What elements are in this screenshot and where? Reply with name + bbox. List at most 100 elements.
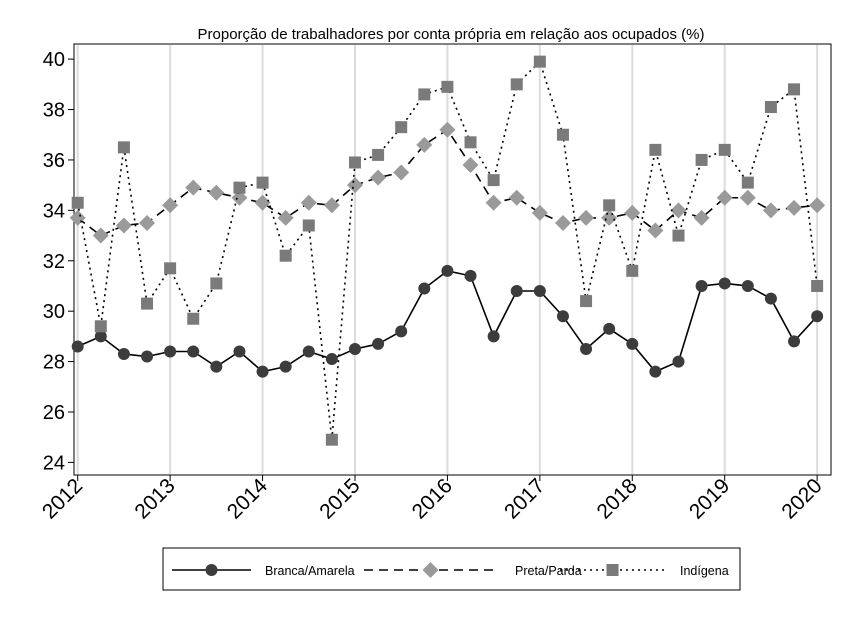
data-point-diamond <box>601 209 618 226</box>
data-point-square <box>210 277 223 290</box>
data-point-circle <box>210 360 223 373</box>
data-point-diamond <box>439 121 456 138</box>
y-tick-label: 24 <box>43 452 65 474</box>
data-point-square <box>418 88 431 101</box>
data-point-square <box>94 320 107 333</box>
data-point-square <box>811 279 824 292</box>
data-point-diamond <box>300 194 317 211</box>
data-point-square <box>533 55 546 68</box>
data-point-square <box>256 176 269 189</box>
legend-label: Indígena <box>680 564 729 578</box>
data-point-square <box>603 199 616 212</box>
y-tick-label: 38 <box>43 100 65 122</box>
data-point-circle <box>117 348 130 361</box>
data-point-diamond <box>508 189 525 206</box>
data-point-circle <box>811 310 824 323</box>
data-point-diamond <box>139 214 156 231</box>
legend-label: Branca/Amarela <box>265 564 355 578</box>
y-tick-label: 36 <box>43 150 65 172</box>
data-point-circle <box>348 342 361 355</box>
data-point-square <box>279 249 292 262</box>
series-ind-gena <box>71 55 824 446</box>
data-point-diamond <box>762 202 779 219</box>
data-point-square <box>141 297 154 310</box>
data-point-circle <box>256 365 269 378</box>
data-point-diamond <box>416 136 433 153</box>
data-point-square <box>718 143 731 156</box>
data-point-square <box>325 433 338 446</box>
data-point-square <box>695 153 708 166</box>
data-point-diamond <box>231 189 248 206</box>
data-point-circle <box>464 269 477 282</box>
data-point-square <box>788 83 801 96</box>
data-point-diamond <box>162 197 179 214</box>
data-point-square <box>764 101 777 114</box>
data-point-square <box>741 176 754 189</box>
data-point-circle <box>764 292 777 305</box>
data-point-circle <box>141 350 154 363</box>
data-point-square <box>164 262 177 275</box>
data-point-circle <box>187 345 200 358</box>
data-point-diamond <box>370 169 387 186</box>
data-point-circle <box>372 337 385 350</box>
data-point-circle <box>325 353 338 366</box>
data-point-diamond <box>462 156 479 173</box>
data-point-square <box>117 141 130 154</box>
data-point-circle <box>556 310 569 323</box>
data-point-square <box>302 219 315 232</box>
data-point-square <box>348 156 361 169</box>
data-point-diamond <box>647 222 664 239</box>
data-point-square <box>606 564 619 576</box>
gridlines <box>76 45 819 474</box>
y-tick-label: 32 <box>43 251 65 273</box>
legend: Branca/Amarela Preta/Parda Indígena <box>162 547 741 591</box>
data-point-diamond <box>422 562 439 578</box>
data-point-circle <box>533 285 546 298</box>
data-point-square <box>441 80 454 93</box>
data-point-circle <box>788 335 801 348</box>
data-point-square <box>510 78 523 91</box>
data-point-diamond <box>393 164 410 181</box>
data-point-diamond <box>554 214 571 231</box>
y-tick-label: 28 <box>43 352 65 374</box>
data-point-diamond <box>115 217 132 234</box>
legend-box <box>162 547 741 591</box>
data-point-diamond <box>809 197 826 214</box>
data-point-circle <box>580 342 593 355</box>
data-point-diamond <box>739 189 756 206</box>
data-point-diamond <box>578 209 595 226</box>
data-point-square <box>71 196 84 209</box>
data-point-diamond <box>670 202 687 219</box>
legend-label: Preta/Parda <box>515 564 582 578</box>
data-point-circle <box>71 340 84 353</box>
data-point-circle <box>510 285 523 298</box>
data-point-square <box>233 181 246 194</box>
data-point-circle <box>302 345 315 358</box>
y-tick-label: 34 <box>43 200 65 222</box>
y-tick-label: 30 <box>43 301 65 323</box>
data-point-square <box>487 174 500 187</box>
data-point-square <box>372 148 385 161</box>
y-tick-label: 26 <box>43 402 65 424</box>
data-point-square <box>556 128 569 141</box>
chart-title: Proporção de trabalhadores por conta pró… <box>198 26 705 43</box>
data-point-square <box>649 143 662 156</box>
data-point-circle <box>279 360 292 373</box>
data-point-diamond <box>92 227 109 244</box>
data-point-circle <box>672 355 685 368</box>
data-point-circle <box>233 345 246 358</box>
data-point-diamond <box>254 194 271 211</box>
data-point-circle <box>741 279 754 292</box>
data-point-diamond <box>208 184 225 201</box>
data-point-square <box>580 295 593 308</box>
data-point-square <box>187 312 200 325</box>
data-point-diamond <box>346 177 363 194</box>
data-point-circle <box>441 264 454 277</box>
data-point-diamond <box>485 194 502 211</box>
data-point-diamond <box>277 209 294 226</box>
data-point-square <box>464 136 477 149</box>
data-point-circle <box>718 277 731 290</box>
data-point-circle <box>626 337 639 350</box>
data-point-diamond <box>323 197 340 214</box>
